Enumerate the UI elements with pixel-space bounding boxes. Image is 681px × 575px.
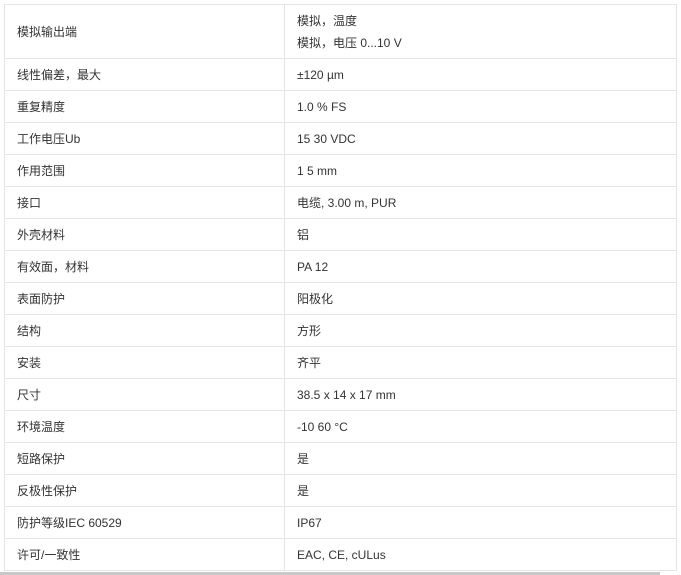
spec-value: 38.5 x 14 x 17 mm <box>297 387 396 402</box>
spec-value-cell: 15 30 VDC <box>284 122 677 155</box>
spec-label: 反极性保护 <box>4 474 285 507</box>
spec-label: 尺寸 <box>4 378 285 411</box>
spec-value-cell: 1 5 mm <box>284 154 677 187</box>
spec-value-cell: 齐平 <box>284 346 677 379</box>
spec-row: 表面防护 阳极化 <box>4 282 677 315</box>
spec-value-cell: 1.0 % FS <box>284 90 677 123</box>
spec-row: 短路保护是 <box>4 442 677 475</box>
spec-value-cell: PA 12 <box>284 250 677 283</box>
spec-value-cell: ±120 µm <box>284 58 677 91</box>
spec-label: 安装 <box>4 346 285 379</box>
spec-value-cell: -10 60 °C <box>284 410 677 443</box>
spec-value: ±120 µm <box>297 67 344 82</box>
spec-row: 结构 方形 <box>4 314 677 347</box>
spec-label: 接口 <box>4 186 285 219</box>
spec-value: IP67 <box>297 515 322 530</box>
spec-value-cell: 是 <box>284 442 677 475</box>
spec-value: 是 <box>297 451 310 466</box>
spec-row: 反极性保护是 <box>4 474 677 507</box>
spec-value: -10 60 °C <box>297 419 348 434</box>
spec-row: 重复精度 1.0 % FS <box>4 90 677 123</box>
spec-table: 模拟输出端 模拟，温度 模拟，电压 0...10 V 线性偏差，最大 ±120 µm 重复… <box>4 4 677 571</box>
spec-value-cell: 是 <box>284 474 677 507</box>
spec-row: 线性偏差，最大 ±120 µm <box>4 58 677 91</box>
spec-value-cell: 方形 <box>284 314 677 347</box>
spec-label: 表面防护 <box>4 282 285 315</box>
spec-value-cell: IP67 <box>284 506 677 539</box>
spec-value: 是 <box>297 483 310 498</box>
spec-value: 电缆, 3.00 m, PUR <box>297 195 397 210</box>
spec-row: 安装 齐平 <box>4 346 677 379</box>
spec-value-cell: 模拟，温度模拟，电压 0...10 V <box>284 4 677 59</box>
spec-row: 防护等级IEC 60529 IP67 <box>4 506 677 539</box>
spec-row: 有效面，材料 PA 12 <box>4 250 677 283</box>
spec-row: 模拟输出端 模拟，温度模拟，电压 0...10 V <box>4 4 677 59</box>
spec-row: 工作电压Ub 15 30 VDC <box>4 122 677 155</box>
spec-value: 1.0 % FS <box>297 99 347 114</box>
spec-label: 重复精度 <box>4 90 285 123</box>
spec-row: 作用范围 1 5 mm <box>4 154 677 187</box>
spec-value: 阳极化 <box>297 291 334 306</box>
horizontal-scrollbar[interactable] <box>0 572 660 575</box>
spec-label: 作用范围 <box>4 154 285 187</box>
spec-value-cell: 电缆, 3.00 m, PUR <box>284 186 677 219</box>
spec-value: 15 30 VDC <box>297 131 356 146</box>
spec-value: 齐平 <box>297 355 322 370</box>
spec-label: 环境温度 <box>4 410 285 443</box>
spec-label: 有效面，材料 <box>4 250 285 283</box>
spec-value-cell: EAC, CE, cULus <box>284 538 677 571</box>
spec-label: 短路保护 <box>4 442 285 475</box>
spec-label: 防护等级IEC 60529 <box>4 506 285 539</box>
spec-value-cell: 阳极化 <box>284 282 677 315</box>
spec-value: 方形 <box>297 323 322 338</box>
spec-value: EAC, CE, cULus <box>297 547 386 562</box>
spec-label: 结构 <box>4 314 285 347</box>
spec-value-cell: 铝 <box>284 218 677 251</box>
spec-row: 接口 电缆, 3.00 m, PUR <box>4 186 677 219</box>
spec-label: 工作电压Ub <box>4 122 285 155</box>
spec-label: 模拟输出端 <box>4 4 285 59</box>
spec-value: 铝 <box>297 227 310 242</box>
spec-value-cell: 38.5 x 14 x 17 mm <box>284 378 677 411</box>
spec-value: 模拟，电压 0...10 V <box>297 35 402 50</box>
spec-row: 尺寸 38.5 x 14 x 17 mm <box>4 378 677 411</box>
spec-value: PA 12 <box>297 259 329 274</box>
spec-value: 模拟，温度 <box>297 13 358 28</box>
spec-label: 外壳材料 <box>4 218 285 251</box>
spec-label: 许可/一致性 <box>4 538 285 571</box>
spec-value: 1 5 mm <box>297 163 338 178</box>
spec-label: 线性偏差，最大 <box>4 58 285 91</box>
spec-row: 环境温度 -10 60 °C <box>4 410 677 443</box>
spec-row: 外壳材料铝 <box>4 218 677 251</box>
spec-row: 许可/一致性 EAC, CE, cULus <box>4 538 677 571</box>
